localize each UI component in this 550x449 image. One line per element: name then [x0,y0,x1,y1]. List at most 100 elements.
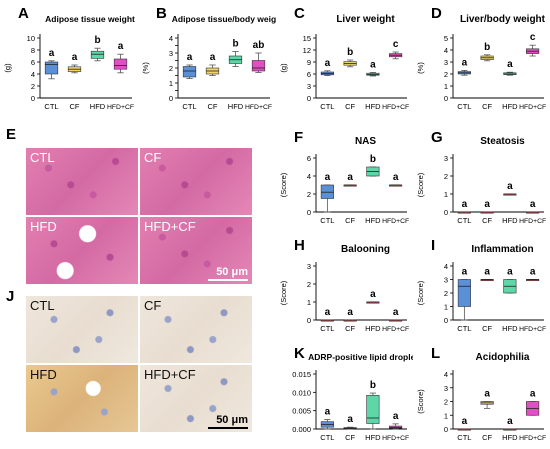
x-tick-label: CTL [320,433,334,442]
y-tick-label: 1 [307,298,311,307]
y-axis-label: (g) [3,63,12,73]
significance-letter: a [484,389,490,400]
significance-letter: a [118,41,124,52]
significance-letter: a [507,267,513,278]
x-tick-label: HFD+CF [382,435,409,442]
x-tick-label: HFD+CF [245,104,272,111]
box [320,184,334,199]
x-tick-label: CF [208,102,218,111]
chart-title-i: Inflammation [471,244,533,255]
y-tick-label: 0.010 [292,388,311,397]
y-tick-label: 0 [444,94,448,103]
chart-title-f: NAS [355,136,376,147]
ihc-label-hfd: HFD [30,367,57,382]
x-tick-label: HFD [502,324,518,333]
significance-letter: b [370,154,376,165]
x-tick-label: CF [345,216,355,225]
chart-h: H Balooning 0 1 2 3 (Score) a CTL a CF a HFD a HFD+CF [279,237,409,333]
y-tick-label: 2 [444,289,448,298]
x-tick-label: HFD [502,433,518,442]
y-tick-label: 0 [444,316,448,325]
y-tick-label: 2 [307,190,311,199]
chart-d: D Liver/body weight 0 1 2 3 4 5 (%) a CTL b CF a HFD c H… [416,5,546,111]
ihc-scale-bar [208,427,248,429]
chart-title-l: Acidophilia [476,352,530,363]
panel-label-c: C [294,5,305,22]
chart-l: L Acidophilia 0 1 2 3 4 (Score) a CTL a CF a HFD a HFD+… [416,345,546,442]
x-tick-label: CTL [457,433,471,442]
significance-letter: c [393,39,399,50]
significance-letter: a [325,307,331,318]
y-tick-label: 0 [169,94,173,103]
box [182,66,197,78]
significance-letter: a [393,411,399,422]
y-tick-label: 2 [444,70,448,79]
significance-letter: b [94,35,100,46]
y-axis-label: (%) [141,62,150,74]
x-tick-label: HFD+CF [107,104,134,111]
x-tick-label: CF [482,216,492,225]
y-tick-label: 2 [307,280,311,289]
y-tick-label: 6 [307,154,311,163]
ihc-label-hfd-cf: HFD+CF [144,367,196,382]
x-tick-label: CTL [320,324,334,333]
y-tick-label: 3 [444,58,448,67]
x-tick-label: HFD+CF [382,326,409,333]
x-tick-label: CF [345,324,355,333]
panel-label-l: L [431,345,440,362]
chart-g: G Steatosis 0 1 2 3 (Score) a CTL a CF a HFD a HFD+CF [416,129,546,225]
y-tick-label: 8 [31,46,35,55]
significance-letter: ab [253,40,265,51]
chart-title-g: Steatosis [480,136,525,147]
significance-letter: a [370,59,376,70]
y-tick-label: 12 [303,46,311,55]
box [90,50,105,59]
x-tick-label: CTL [457,102,471,111]
chart-f: F NAS 0 2 4 6 (Score) a CTL a CF b HFD a HFD+CF [279,129,409,225]
he-scale-bar [208,279,248,281]
significance-letter: a [462,267,468,278]
panel-label-b: B [156,5,167,22]
significance-letter: a [507,181,513,192]
significance-letter: a [484,267,490,278]
y-tick-label: 9 [307,58,311,67]
x-tick-label: HFD [90,102,106,111]
panel-label-e: E [6,126,17,143]
y-tick-label: 1 [169,79,173,88]
chart-title-k: ADRP-positive lipid droplets [308,352,413,362]
significance-letter: a [530,389,536,400]
box [251,60,266,72]
significance-letter: a [530,267,536,278]
x-tick-label: CF [345,102,355,111]
panel-label-d: D [431,5,442,22]
significance-letter: b [370,380,376,391]
ihc-image-cf: CF [140,296,252,363]
x-tick-label: HFD+CF [519,218,546,225]
chart-title-h: Balooning [341,244,390,255]
x-tick-label: HFD+CF [382,104,409,111]
y-tick-label: 0 [444,425,448,434]
chart-i: I Inflammation 0 1 2 3 4 (Score) a CTL a CF a HFD a HFD… [416,237,546,333]
x-tick-label: HFD [365,216,381,225]
box [457,279,471,307]
panel-label-a: A [18,5,29,22]
panel-label-i: I [431,237,435,254]
significance-letter: a [347,307,353,318]
he-label-hfd: HFD [30,219,57,234]
significance-letter: a [393,172,399,183]
x-tick-label: CF [345,433,355,442]
y-tick-label: 0 [31,94,35,103]
significance-letter: a [462,57,468,68]
y-tick-label: 4 [307,172,311,181]
box [366,394,380,424]
x-tick-label: HFD [365,324,381,333]
x-tick-label: CF [482,433,492,442]
ihc-label-ctl: CTL [30,298,55,313]
he-label-cf: CF [144,150,162,165]
y-tick-label: 2 [444,398,448,407]
significance-letter: a [325,58,331,69]
significance-letter: a [507,59,513,70]
x-tick-label: HFD [502,102,518,111]
y-tick-label: 1 [444,303,448,312]
y-tick-label: 0.000 [292,425,311,434]
